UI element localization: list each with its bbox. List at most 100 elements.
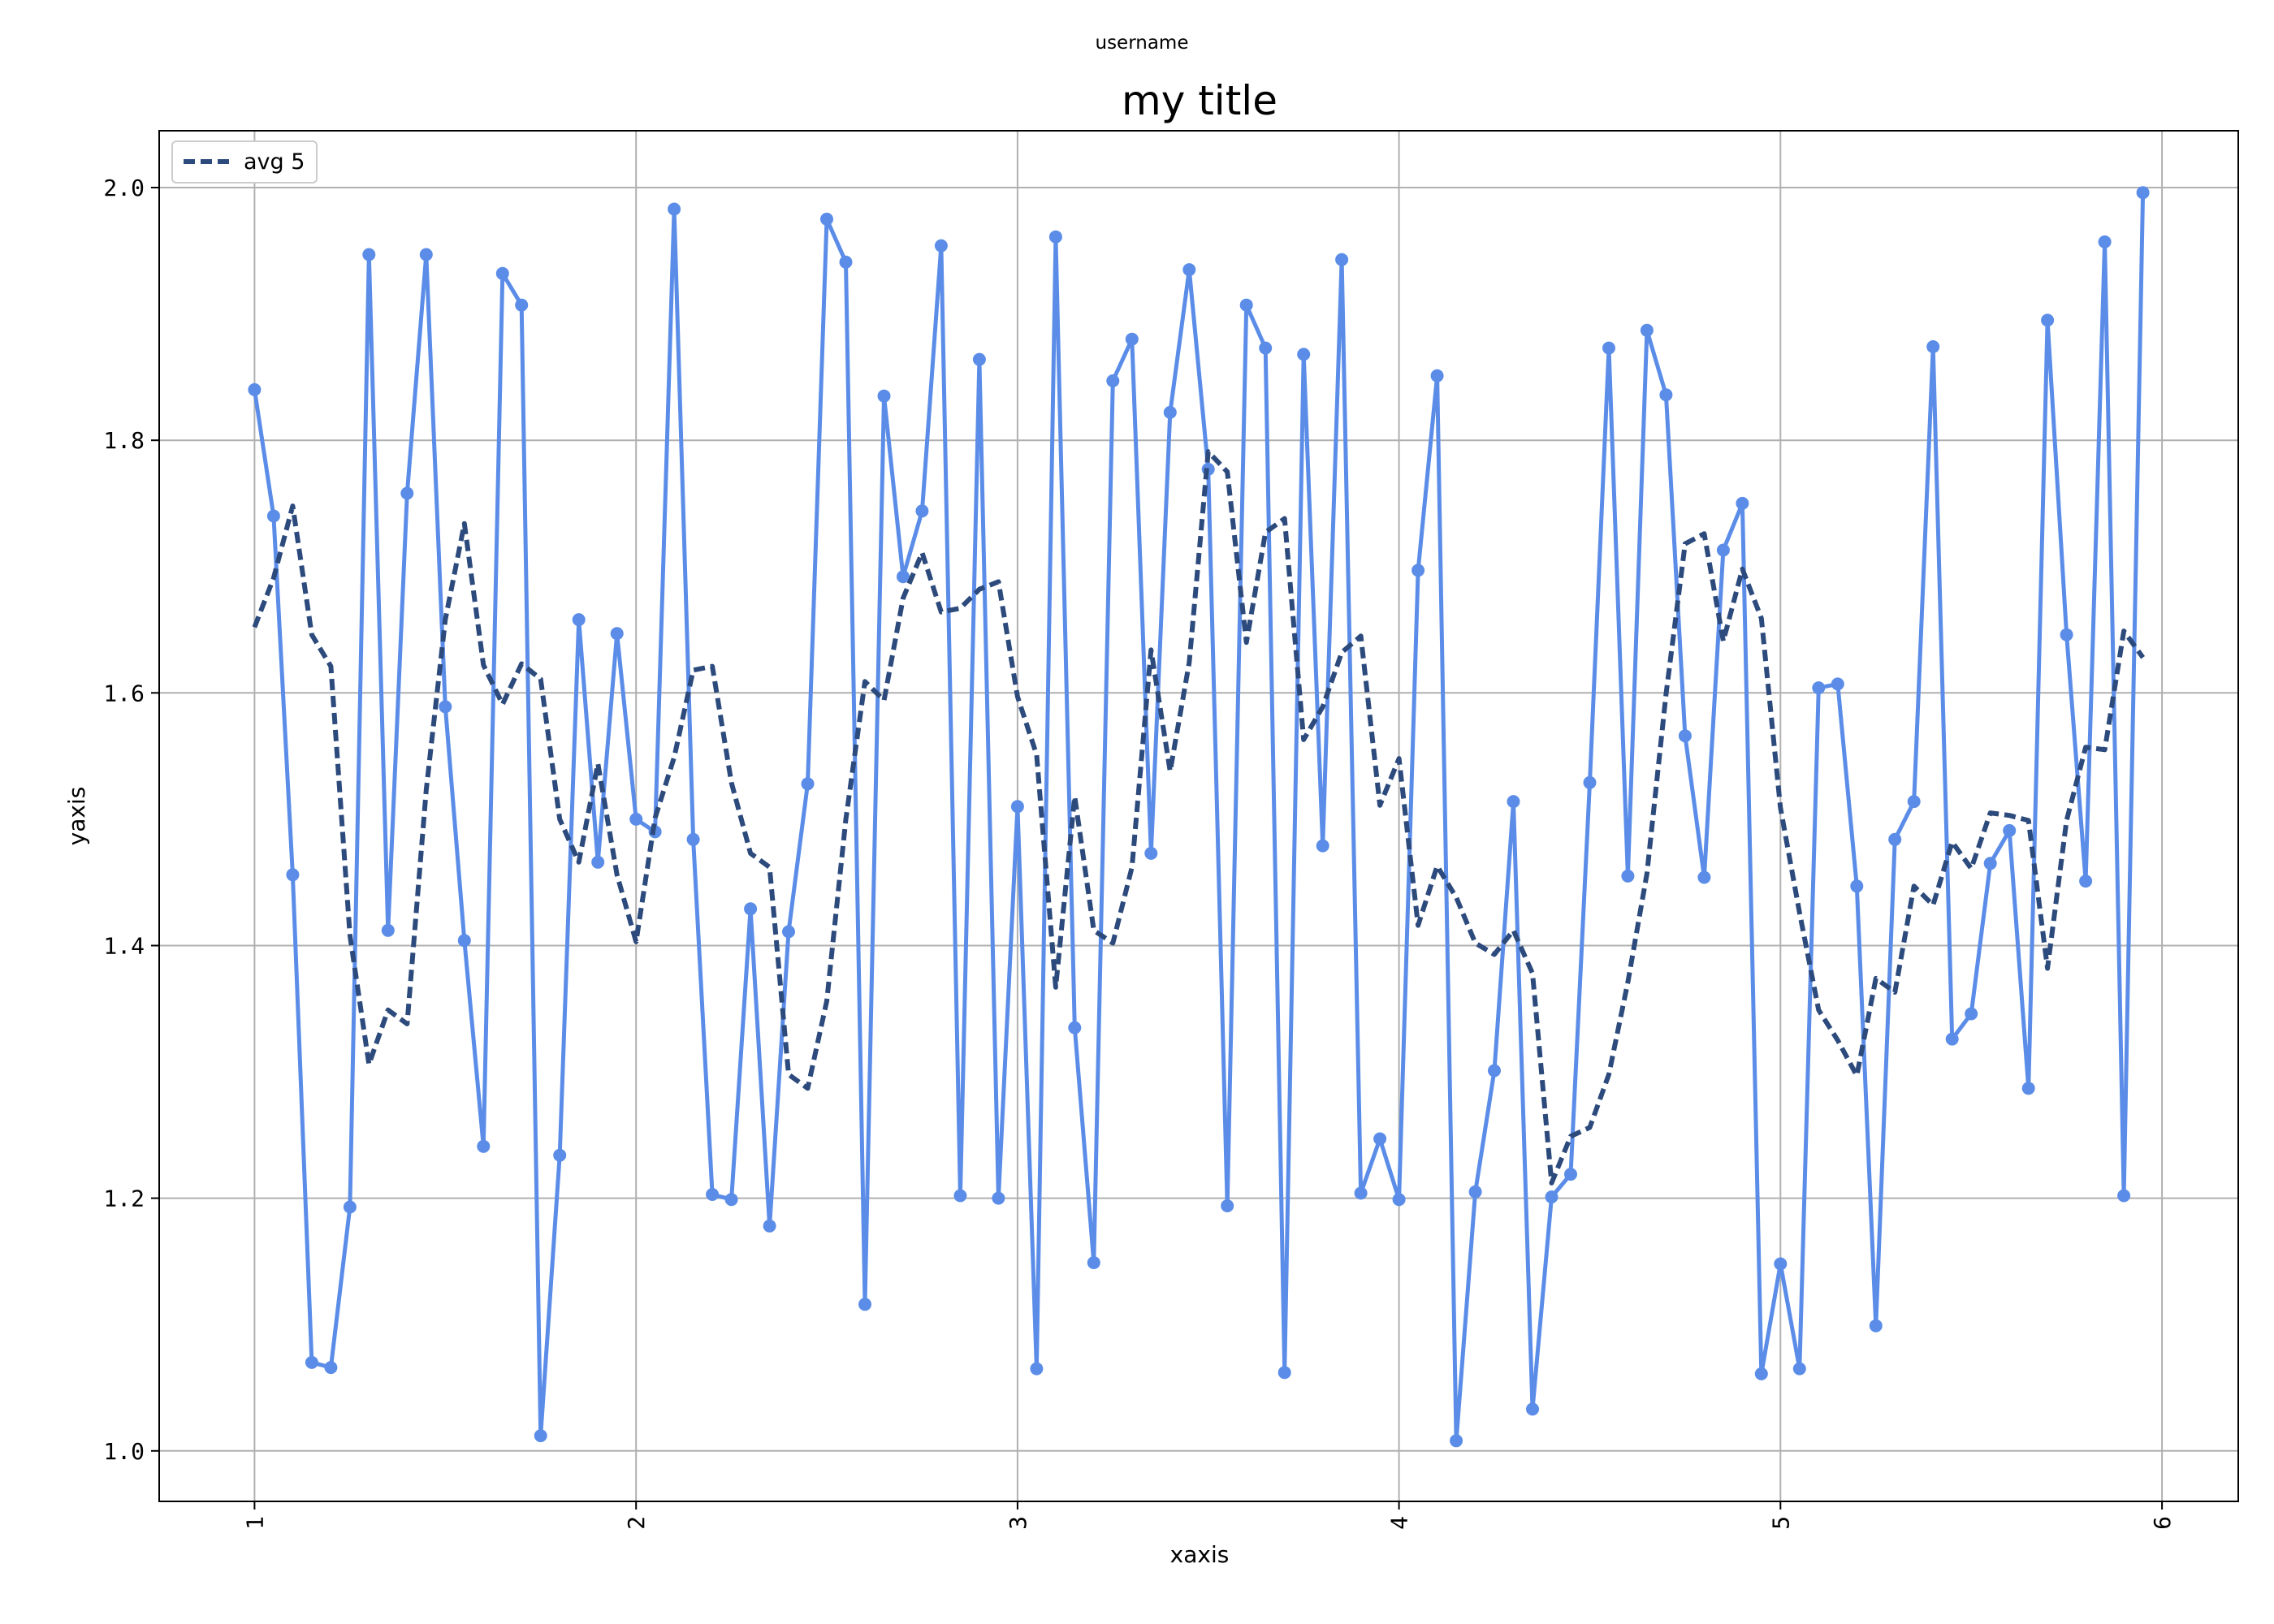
data-point — [1831, 677, 1844, 691]
plot-frame — [158, 130, 2239, 1502]
x-tick-label: 2 — [623, 1516, 650, 1530]
data-point — [1468, 1185, 1482, 1199]
data-point — [553, 1148, 567, 1162]
data-point — [1106, 374, 1120, 387]
data-point — [915, 504, 929, 518]
data-point — [534, 1429, 547, 1443]
data-point — [1774, 1257, 1788, 1271]
x-tick-label: 1 — [241, 1516, 268, 1530]
data-point — [897, 570, 910, 584]
data-point — [2098, 235, 2112, 248]
data-point — [1736, 496, 1749, 510]
data-point — [1583, 775, 1597, 789]
data-point — [1945, 1032, 1959, 1046]
x-axis-label: xaxis — [1170, 1541, 1230, 1568]
x-tick-label: 4 — [1386, 1516, 1413, 1530]
data-point — [744, 902, 758, 916]
data-point — [343, 1200, 357, 1214]
data-point — [1621, 869, 1635, 883]
data-point — [1182, 263, 1196, 277]
data-point — [439, 700, 452, 714]
data-point — [1450, 1434, 1463, 1448]
data-point — [839, 255, 853, 269]
data-point — [1316, 839, 1329, 853]
data-point — [400, 486, 414, 500]
data-point — [1545, 1190, 1559, 1204]
legend-box — [171, 140, 318, 184]
data-point — [1392, 1193, 1406, 1207]
data-point — [1221, 1199, 1234, 1212]
data-point — [1030, 1362, 1044, 1376]
data-point — [1678, 729, 1692, 743]
y-tick-label: 2.0 — [103, 175, 145, 201]
data-point — [858, 1298, 871, 1311]
data-point — [457, 934, 471, 948]
data-point — [1812, 681, 1826, 695]
y-tick-label: 1.8 — [103, 427, 145, 454]
data-point — [1488, 1064, 1501, 1078]
data-point — [1983, 857, 1997, 870]
data-point — [266, 509, 280, 523]
data-point — [2136, 186, 2150, 200]
data-point — [495, 266, 509, 280]
data-point — [629, 812, 643, 826]
data-point — [1278, 1366, 1291, 1380]
data-point — [419, 248, 433, 261]
data-point — [2079, 875, 2093, 888]
data-point — [1602, 341, 1615, 355]
data-point — [992, 1191, 1005, 1205]
data-point — [572, 613, 586, 627]
data-point — [1259, 341, 1273, 355]
data-point — [1888, 832, 1902, 846]
data-point — [724, 1193, 738, 1207]
data-point — [1412, 564, 1425, 577]
data-point — [591, 855, 605, 869]
data-point — [763, 1219, 776, 1233]
data-point — [1010, 800, 1024, 814]
data-point — [2060, 628, 2073, 641]
data-point — [877, 389, 891, 403]
data-point — [953, 1189, 967, 1203]
data-point — [1869, 1319, 1883, 1332]
data-point — [286, 868, 300, 882]
data-point — [1564, 1168, 1577, 1181]
data-point — [782, 925, 795, 939]
data-point — [1430, 369, 1444, 382]
data-point — [1965, 1007, 1978, 1021]
data-point — [1640, 323, 1654, 337]
data-point — [1697, 870, 1711, 884]
y-tick-label: 1.6 — [103, 680, 145, 706]
avg-5-line — [252, 449, 2146, 1186]
data-point — [1335, 253, 1349, 266]
data-point — [1792, 1362, 1806, 1376]
data-point — [248, 382, 262, 396]
data-point — [1907, 795, 1921, 809]
data-point — [2117, 1189, 2131, 1203]
data-point — [610, 627, 624, 641]
data-point — [381, 923, 395, 937]
y-tick-label: 1.4 — [103, 933, 145, 960]
figure-suptitle: username — [1096, 32, 1189, 54]
data-point — [1087, 1256, 1100, 1269]
axis-ticks: 1 2 3 4 5 6 1.0 1.2 1.4 1.6 1.8 2.0 — [103, 175, 2176, 1530]
data-series-line — [252, 192, 2146, 1443]
data-point — [801, 777, 815, 791]
data-point — [1754, 1367, 1768, 1380]
data-point — [1850, 879, 1864, 893]
legend-label-avg: avg 5 — [244, 149, 305, 175]
data-point — [515, 298, 529, 312]
data-point — [668, 202, 681, 216]
data-point — [1659, 388, 1673, 402]
data-point — [1163, 405, 1177, 419]
data-point — [1716, 543, 1730, 557]
y-tick-label: 1.2 — [103, 1186, 145, 1212]
data-point — [1354, 1186, 1368, 1200]
data-point — [1926, 340, 1940, 353]
data-point — [477, 1139, 491, 1153]
x-tick-label: 5 — [1767, 1516, 1794, 1530]
data-point — [2021, 1082, 2035, 1095]
y-tick-label: 1.0 — [103, 1438, 145, 1465]
data-point — [1373, 1132, 1387, 1146]
plot-area — [248, 186, 2150, 1448]
